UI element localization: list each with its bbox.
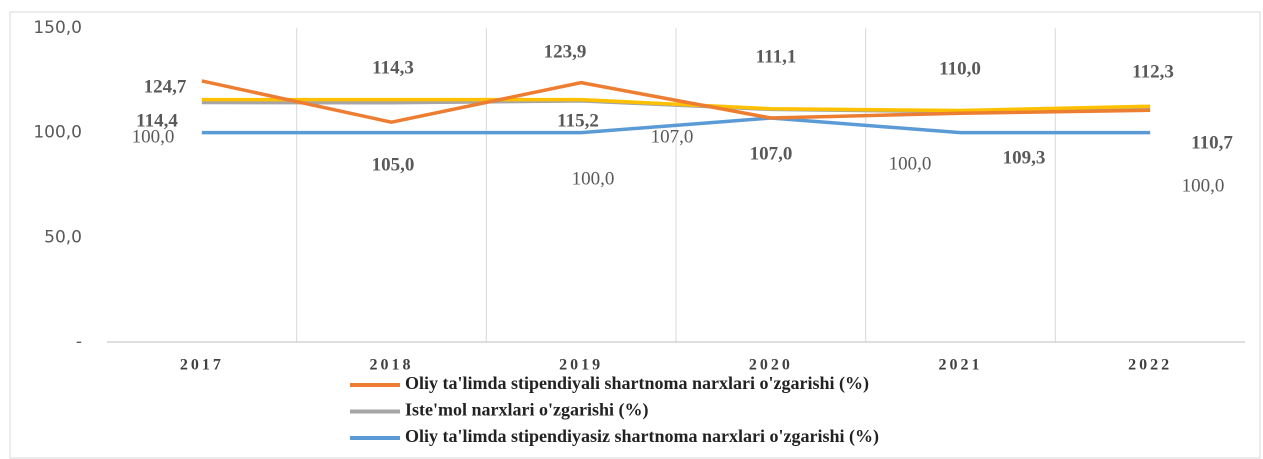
value-label: 100,0 — [572, 168, 615, 189]
value-label: 105,0 — [372, 154, 415, 175]
value-label: 109,3 — [1003, 147, 1046, 168]
y-tick-label: 100,0 — [33, 123, 82, 143]
y-tick-label: 50,0 — [44, 227, 82, 247]
x-tick-label: 2019 — [559, 357, 603, 374]
legend-label: Oliy ta'limda stipendiyasiz shartnoma na… — [405, 426, 879, 447]
value-label: 124,7 — [144, 76, 187, 97]
value-label: 111,1 — [756, 46, 797, 67]
value-label: 114,4 — [136, 110, 178, 131]
value-label: 100,0 — [1182, 175, 1225, 196]
value-label: 114,3 — [372, 57, 414, 78]
x-tick-label: 2022 — [1128, 357, 1172, 374]
line-series — [201, 97, 1151, 113]
y-tick-label: - — [76, 332, 82, 352]
value-label: 110,0 — [939, 58, 981, 79]
x-tick-label: 2020 — [749, 357, 793, 374]
value-label: 112,3 — [1132, 61, 1174, 82]
x-tick-label: 2017 — [180, 357, 224, 374]
legend-label: Oliy ta'limda stipendiyali shartnoma nar… — [405, 373, 869, 394]
value-label: 107,0 — [750, 143, 793, 164]
y-tick-label: 150,0 — [33, 18, 82, 38]
value-label: 110,7 — [1191, 132, 1233, 153]
value-label: 107,0 — [651, 126, 694, 147]
x-tick-label: 2018 — [370, 357, 414, 374]
value-label: 115,2 — [557, 110, 599, 131]
x-tick-label: 2021 — [939, 357, 983, 374]
value-label: 123,9 — [544, 41, 587, 62]
line-series — [201, 79, 1151, 124]
line-series — [201, 116, 1151, 135]
value-label: 100,0 — [132, 126, 175, 147]
legend-label: Iste'mol narxlari o'zgarishi (%) — [405, 400, 648, 421]
value-label: 100,0 — [889, 153, 932, 174]
chart-frame — [9, 11, 1261, 459]
